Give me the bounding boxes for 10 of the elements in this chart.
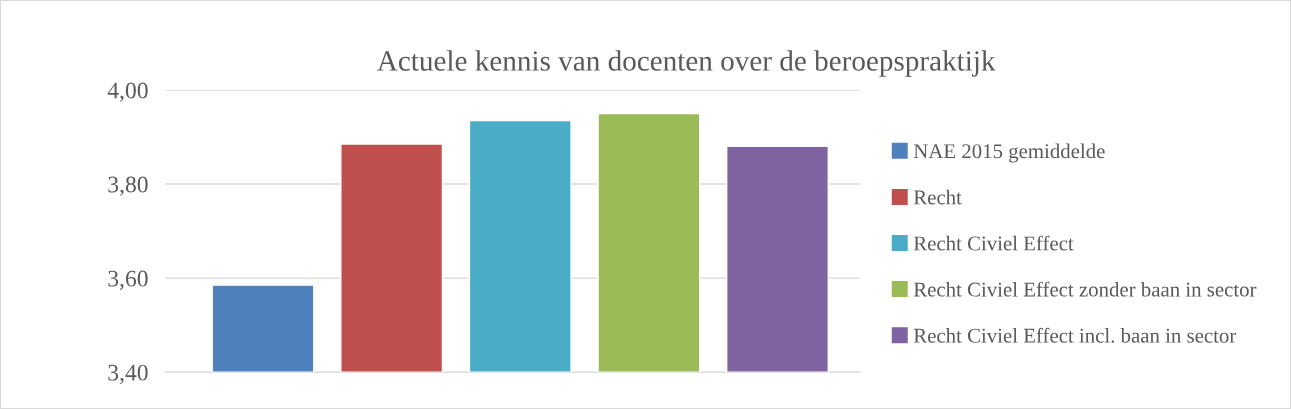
legend-label: Recht Civiel Effect zonder baan in sector bbox=[913, 281, 1257, 297]
y-tick-label: 3,60 bbox=[108, 270, 148, 290]
legend-label: NAE 2015 gemiddelde bbox=[913, 143, 1105, 163]
y-tick-label: 3,40 bbox=[108, 364, 148, 385]
legend-label: Recht Civiel Effect bbox=[913, 235, 1074, 251]
y-tick-label: 4,00 bbox=[107, 82, 148, 102]
legend-label: Recht Civiel Effect incl. baan in sector bbox=[913, 327, 1237, 343]
chart-title: Actuele kennis van docenten over de beroepspraktijk bbox=[377, 50, 996, 77]
legend-label: Recht bbox=[913, 189, 962, 205]
y-tick-label: 3,80 bbox=[108, 176, 148, 196]
